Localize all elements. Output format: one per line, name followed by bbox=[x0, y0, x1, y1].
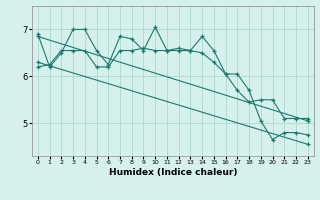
X-axis label: Humidex (Indice chaleur): Humidex (Indice chaleur) bbox=[108, 168, 237, 177]
